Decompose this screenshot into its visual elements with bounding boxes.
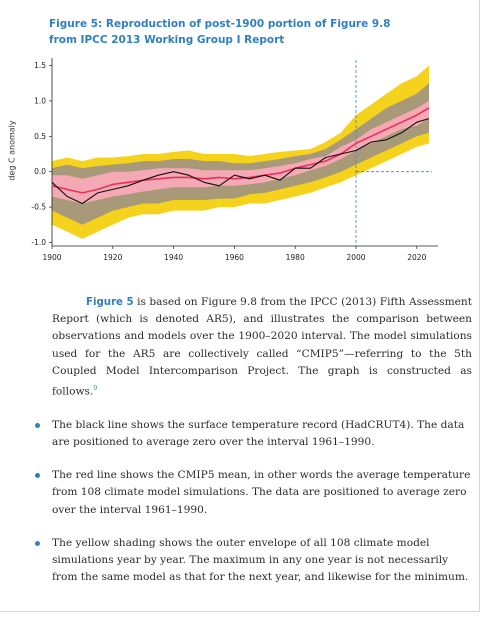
figure-reference: Figure 5: [86, 297, 134, 308]
y-tick-label: 1.5: [34, 61, 46, 70]
x-tick-label: 2000: [346, 253, 365, 262]
y-tick-label: 0.0: [34, 167, 46, 176]
bullet-dot: [35, 540, 40, 546]
y-tick-label: 1.0: [34, 96, 46, 105]
figure-title-line-2: from IPCC 2013 Working Group I Report: [49, 34, 285, 46]
footnote-marker: 9: [93, 385, 98, 393]
temperature-chart: 1.5 1.0 0.5 0.0 -0.5 -1.0 1900 1920 1940 1960 1980…: [31, 58, 438, 262]
bullet-text: The black line shows the surface tempera…: [52, 418, 465, 448]
intro-paragraph-body: is based on Figure 9.8 from the IPCC (20…: [52, 296, 472, 398]
bullet-yellow-shading: The yellow shading shows the outer envel…: [35, 535, 472, 587]
intro-paragraph: Figure 5 is based on Figure 9.8 from the…: [52, 294, 472, 401]
x-tick-label: 1920: [103, 253, 122, 262]
x-tick-label: 1980: [286, 253, 305, 262]
bullet-dot: [35, 422, 40, 428]
x-tick-label: 1940: [164, 253, 183, 262]
bullet-black-line: The black line shows the surface tempera…: [35, 417, 472, 451]
y-tick-label: -1.0: [31, 238, 46, 247]
figure-title-line-1: Figure 5: Reproduction of post-1900 port…: [49, 18, 391, 30]
x-tick-label: 1900: [42, 253, 61, 262]
bullet-red-line: The red line shows the CMIP5 mean, in ot…: [35, 467, 472, 519]
figure-title: Figure 5: Reproduction of post-1900 port…: [49, 16, 449, 48]
y-tick-label: 0.5: [34, 132, 46, 141]
cmip5-mean-line: [51, 107, 430, 194]
bullet-dot: [35, 473, 40, 479]
bullet-text: The yellow shading shows the outer envel…: [52, 536, 469, 584]
x-tick-label: 1960: [225, 253, 244, 262]
y-tick-label: -0.5: [31, 203, 46, 212]
hadcrut4-line: [51, 118, 430, 205]
body-text: Figure 5 is based on Figure 9.8 from the…: [35, 294, 472, 587]
bullet-text: The red line shows the CMIP5 mean, in ot…: [52, 469, 471, 516]
band-2: [52, 100, 429, 204]
x-tick-label: 2020: [407, 253, 426, 262]
page-frame: [0, 0, 480, 612]
